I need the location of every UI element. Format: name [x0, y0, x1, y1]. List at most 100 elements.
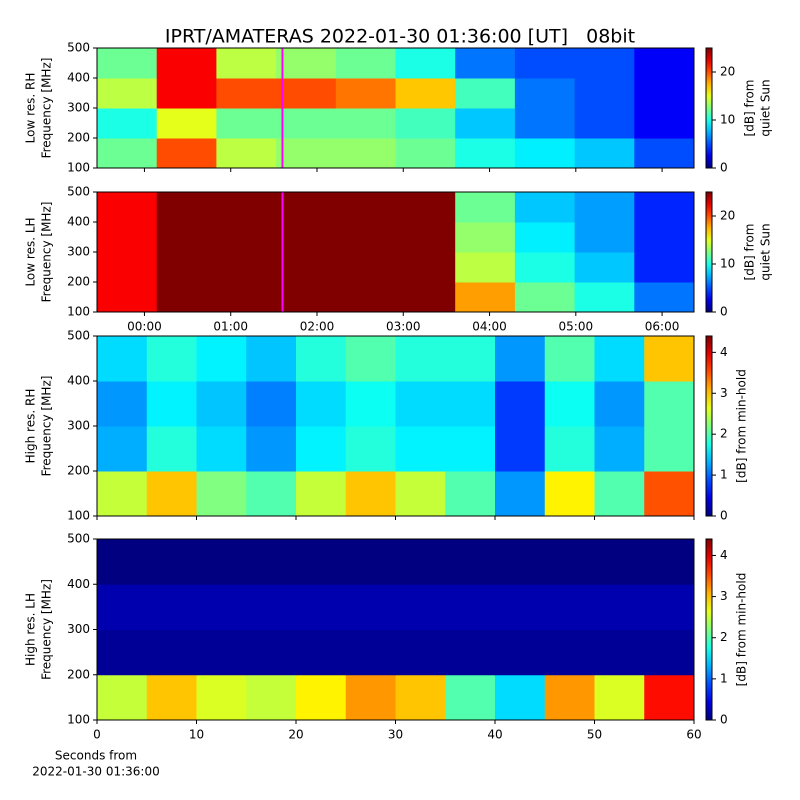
heatmap-cell	[644, 381, 695, 427]
heatmap-cell	[276, 252, 337, 283]
heatmap-cell	[146, 336, 197, 382]
heatmap-cell	[634, 282, 695, 313]
heatmap-cell	[594, 426, 645, 472]
heatmap-cell	[395, 471, 446, 517]
heatmap-cell	[97, 336, 148, 382]
colorbar-tick-label: 2	[720, 630, 728, 644]
heatmap-cell	[156, 138, 217, 169]
heatmap-cell	[544, 336, 595, 382]
heatmap-cell	[455, 222, 516, 253]
x-axis-label: Seconds from	[55, 749, 137, 763]
heatmap-cell	[455, 282, 516, 313]
heatmap-cell	[544, 381, 595, 427]
heatmap-cell	[594, 674, 645, 721]
heatmap-cell	[276, 108, 337, 139]
heatmap-cell	[296, 539, 347, 585]
heatmap-cell	[445, 629, 496, 676]
heatmap-cell	[335, 282, 396, 313]
heatmap-cell	[594, 584, 645, 630]
y-tick-label: 400	[67, 215, 90, 229]
heatmap-cell	[544, 471, 595, 517]
heatmap-cell	[574, 48, 635, 79]
heatmap-cell	[216, 108, 277, 139]
y-tick-label: 100	[67, 713, 90, 727]
heatmap-cell	[196, 584, 247, 630]
colorbar-label: quiet Sun	[759, 79, 773, 136]
colorbar-tick-label: 1	[720, 671, 728, 685]
heatmap-cell	[455, 48, 516, 79]
heatmap-cell	[246, 381, 297, 427]
heatmap-cell	[196, 629, 247, 676]
y-tick-label: 300	[67, 245, 90, 259]
heatmap-cell	[395, 336, 446, 382]
y-axis-label: High res. LH	[24, 593, 38, 666]
x-tick-label: 04:00	[472, 320, 507, 334]
heatmap-cell	[156, 48, 217, 79]
y-axis-label: Frequency [MHz]	[40, 579, 54, 680]
colorbar-tick-label: 10	[720, 113, 735, 127]
heatmap-cell	[335, 48, 396, 79]
heatmap-cell	[544, 584, 595, 630]
y-axis-label: High res. RH	[24, 389, 38, 464]
heatmap-cell	[296, 471, 347, 517]
figure-title: IPRT/AMATERAS 2022-01-30 01:36:00 [UT] 0…	[165, 26, 635, 48]
heatmap-cell	[146, 426, 197, 472]
heatmap-cell	[455, 78, 516, 109]
heatmap-cell	[335, 138, 396, 169]
heatmap-cell	[445, 471, 496, 517]
y-axis-label: Low res. LH	[24, 217, 38, 286]
heatmap-cell	[156, 282, 217, 313]
heatmap-cell	[634, 192, 695, 223]
heatmap-cell	[455, 108, 516, 139]
heatmap-cell	[156, 108, 217, 139]
heatmap-cell	[276, 222, 337, 253]
heatmap-cell	[345, 584, 396, 630]
heatmap-cell	[395, 381, 446, 427]
heatmap-cell	[395, 222, 456, 253]
x-tick-label: 06:00	[645, 320, 680, 334]
heatmap-cell	[514, 138, 576, 169]
heatmap-cell	[335, 108, 396, 139]
colorbar-label: [dB] from min-hold	[735, 369, 749, 483]
y-tick-label: 100	[67, 305, 90, 319]
heatmap-cell	[146, 674, 197, 721]
y-tick-label: 400	[67, 71, 90, 85]
heatmap-cell	[216, 78, 277, 109]
colorbar	[705, 47, 713, 169]
y-tick-label: 200	[67, 275, 90, 289]
heatmap-cell	[97, 48, 158, 79]
heatmap-cell	[296, 426, 347, 472]
heatmap-cell	[495, 381, 546, 427]
heatmap-cell	[246, 539, 297, 585]
heatmap-cell	[246, 336, 297, 382]
heatmap-cell	[296, 584, 347, 630]
heatmap-cell	[335, 222, 396, 253]
heatmap-cell	[594, 381, 645, 427]
heatmap-cell	[544, 629, 595, 676]
heatmap-cell	[146, 584, 197, 630]
heatmap-cell	[156, 222, 217, 253]
colorbar-tick-label: 3	[720, 589, 728, 603]
heatmap-cell	[644, 539, 695, 585]
heatmap-cell	[97, 192, 158, 223]
y-tick-label: 400	[67, 374, 90, 388]
heatmap-cell	[196, 539, 247, 585]
y-tick-label: 500	[67, 185, 90, 199]
heatmap-cell	[574, 78, 635, 109]
heatmap-cell	[246, 426, 297, 472]
heatmap-cell	[156, 192, 217, 223]
colorbar-tick-label: 4	[720, 548, 728, 562]
heatmap-cell	[395, 282, 456, 313]
heatmap-cell	[594, 471, 645, 517]
heatmap-cell	[335, 252, 396, 283]
y-tick-label: 200	[67, 131, 90, 145]
x-tick-label: 60	[686, 728, 701, 742]
heatmap-cell	[296, 336, 347, 382]
heatmap-cell	[514, 108, 576, 139]
heatmap-cell	[97, 252, 158, 283]
heatmap-cell	[445, 381, 496, 427]
heatmap-cell	[97, 282, 158, 313]
heatmap-cell	[395, 674, 446, 721]
heatmap-cell	[296, 381, 347, 427]
heatmap-cell	[216, 282, 277, 313]
